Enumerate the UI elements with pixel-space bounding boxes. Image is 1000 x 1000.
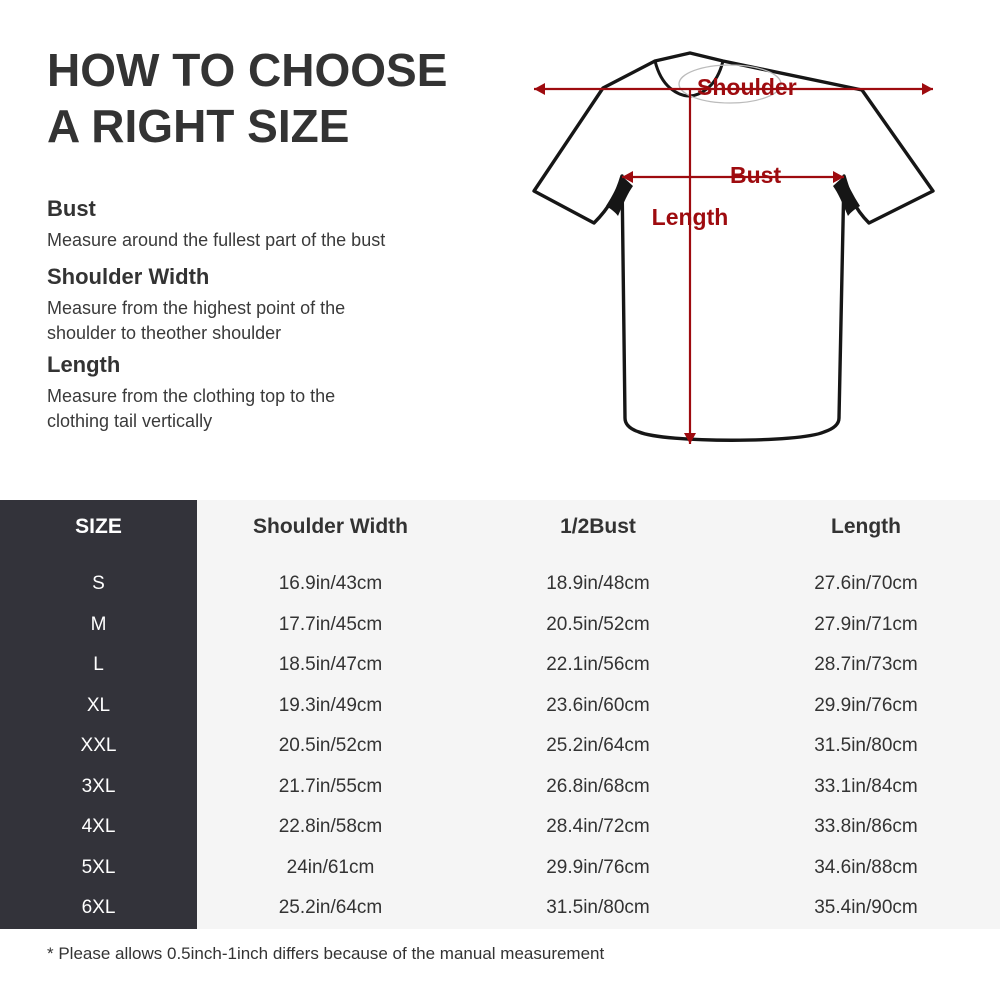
svg-text:Shoulder: Shoulder <box>697 74 797 100</box>
svg-text:Bust: Bust <box>730 162 781 188</box>
svg-text:Length: Length <box>652 204 729 230</box>
